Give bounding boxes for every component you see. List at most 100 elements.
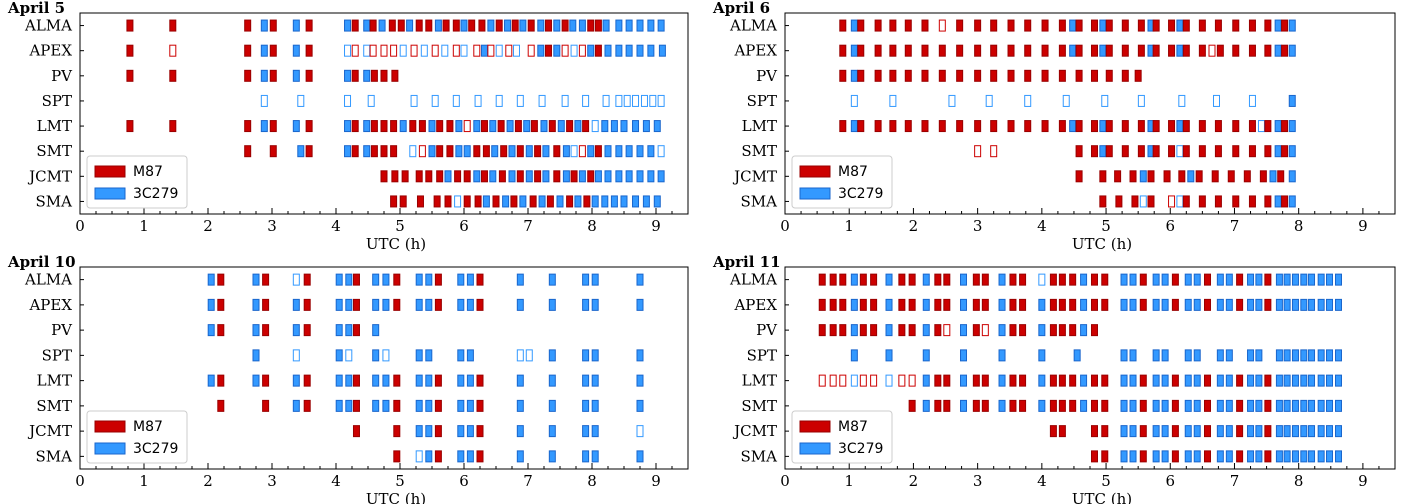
scan-marker-m87 (516, 170, 524, 183)
scan-marker-3c279 (1326, 425, 1334, 438)
station-label: APEX (733, 42, 777, 60)
scan-marker-3c279 (1129, 273, 1137, 286)
scan-marker-3c279 (516, 399, 524, 412)
scan-marker-3c279 (850, 120, 858, 133)
scan-marker-3c279 (657, 170, 665, 183)
scan-marker-m87 (1171, 425, 1179, 438)
scan-marker-m87 (401, 170, 409, 183)
scan-marker-m87 (1198, 19, 1206, 32)
scan-marker-m87 (544, 44, 552, 57)
scan-marker-3c279 (604, 44, 612, 57)
scan-marker-3c279 (960, 324, 968, 337)
scan-marker-m87 (1198, 195, 1206, 208)
scan-marker-m87 (442, 19, 450, 32)
scan-marker-3c279 (620, 120, 628, 133)
scan-marker-m87 (1232, 44, 1240, 57)
scan-marker-m87 (1168, 44, 1176, 57)
scan-marker-3c279 (1161, 399, 1169, 412)
scan-marker-m87 (583, 195, 591, 208)
x-axis-label: UTC (h) (1072, 235, 1132, 253)
x-tick-label: 4 (331, 217, 341, 235)
station-label: JCMT (732, 422, 777, 440)
scan-marker-3c279 (502, 195, 510, 208)
scan-marker-m87 (1232, 195, 1240, 208)
scan-marker-m87 (1232, 120, 1240, 133)
scan-marker-m87 (1105, 69, 1113, 82)
scan-marker-3c279 (1288, 120, 1296, 133)
scan-marker-m87 (943, 273, 951, 286)
scan-marker-3c279 (582, 399, 590, 412)
x-tick-label: 0 (780, 472, 790, 490)
scan-marker-m87 (981, 298, 989, 311)
scan-marker-3c279 (1216, 273, 1224, 286)
scan-marker-3c279-open (1176, 145, 1184, 158)
scan-marker-3c279-open (657, 145, 665, 158)
scan-marker-m87 (1101, 374, 1109, 387)
scan-marker-m87 (1137, 120, 1145, 133)
scan-marker-m87 (938, 120, 946, 133)
scan-marker-3c279 (1300, 425, 1308, 438)
station-label: ALMA (24, 17, 72, 35)
scan-marker-m87 (351, 145, 359, 158)
station-label: SPT (42, 346, 72, 364)
scan-marker-3c279 (960, 374, 968, 387)
scan-marker-3c279 (850, 69, 858, 82)
scan-marker-m87 (570, 170, 578, 183)
station-label: SMA (741, 192, 778, 210)
station-label: ALMA (729, 271, 777, 289)
scan-marker-m87-open (981, 324, 989, 337)
scan-marker-3c279 (1291, 374, 1299, 387)
scan-marker-3c279-open (415, 450, 423, 463)
scan-marker-m87-open (505, 44, 513, 57)
scan-marker-3c279-open (460, 44, 468, 57)
scan-marker-3c279 (1334, 273, 1342, 286)
scan-marker-3c279 (1038, 349, 1046, 362)
scan-marker-3c279 (582, 450, 590, 463)
scan-marker-m87-open (169, 44, 177, 57)
scan-marker-m87 (369, 19, 377, 32)
scan-marker-m87 (1058, 374, 1066, 387)
scan-marker-3c279 (1069, 19, 1077, 32)
scan-marker-3c279 (1225, 374, 1233, 387)
scan-marker-3c279 (455, 120, 463, 133)
scan-marker-3c279 (1176, 19, 1184, 32)
scan-marker-m87 (1058, 44, 1066, 57)
scan-marker-3c279 (1225, 450, 1233, 463)
scan-marker-m87 (1058, 399, 1066, 412)
station-label: SMT (741, 397, 777, 415)
scan-marker-m87 (874, 44, 882, 57)
scan-marker-3c279-open (367, 94, 375, 107)
scan-marker-m87 (474, 195, 482, 208)
scan-marker-3c279 (335, 399, 343, 412)
scan-marker-m87 (1090, 44, 1098, 57)
scan-marker-3c279 (1193, 374, 1201, 387)
scan-marker-3c279 (960, 273, 968, 286)
scan-marker-3c279 (615, 44, 623, 57)
scan-marker-3c279 (1283, 399, 1291, 412)
scan-marker-3c279 (538, 195, 546, 208)
x-tick-label: 9 (651, 472, 661, 490)
scan-marker-m87 (1049, 298, 1057, 311)
scan-marker-m87 (1171, 273, 1179, 286)
scan-marker-3c279 (372, 349, 380, 362)
scan-marker-3c279 (1120, 374, 1128, 387)
scan-marker-m87 (1114, 170, 1122, 183)
scan-marker-m87 (859, 298, 867, 311)
scan-marker-3c279 (252, 374, 260, 387)
scan-marker-3c279 (260, 69, 268, 82)
scan-marker-m87 (1090, 324, 1098, 337)
scan-marker-3c279 (382, 273, 390, 286)
scan-marker-m87 (244, 19, 252, 32)
scan-marker-m87-open (1168, 195, 1176, 208)
scan-marker-m87 (938, 44, 946, 57)
scan-marker-m87 (1139, 425, 1147, 438)
scan-marker-m87 (1049, 273, 1057, 286)
scan-marker-m87 (262, 374, 270, 387)
scan-marker-m87 (1007, 120, 1015, 133)
scan-marker-3c279 (457, 399, 465, 412)
scan-marker-3c279 (463, 145, 471, 158)
scan-marker-m87 (1182, 120, 1190, 133)
scan-marker-3c279 (1069, 44, 1077, 57)
legend: M87 3C279 (791, 155, 893, 209)
